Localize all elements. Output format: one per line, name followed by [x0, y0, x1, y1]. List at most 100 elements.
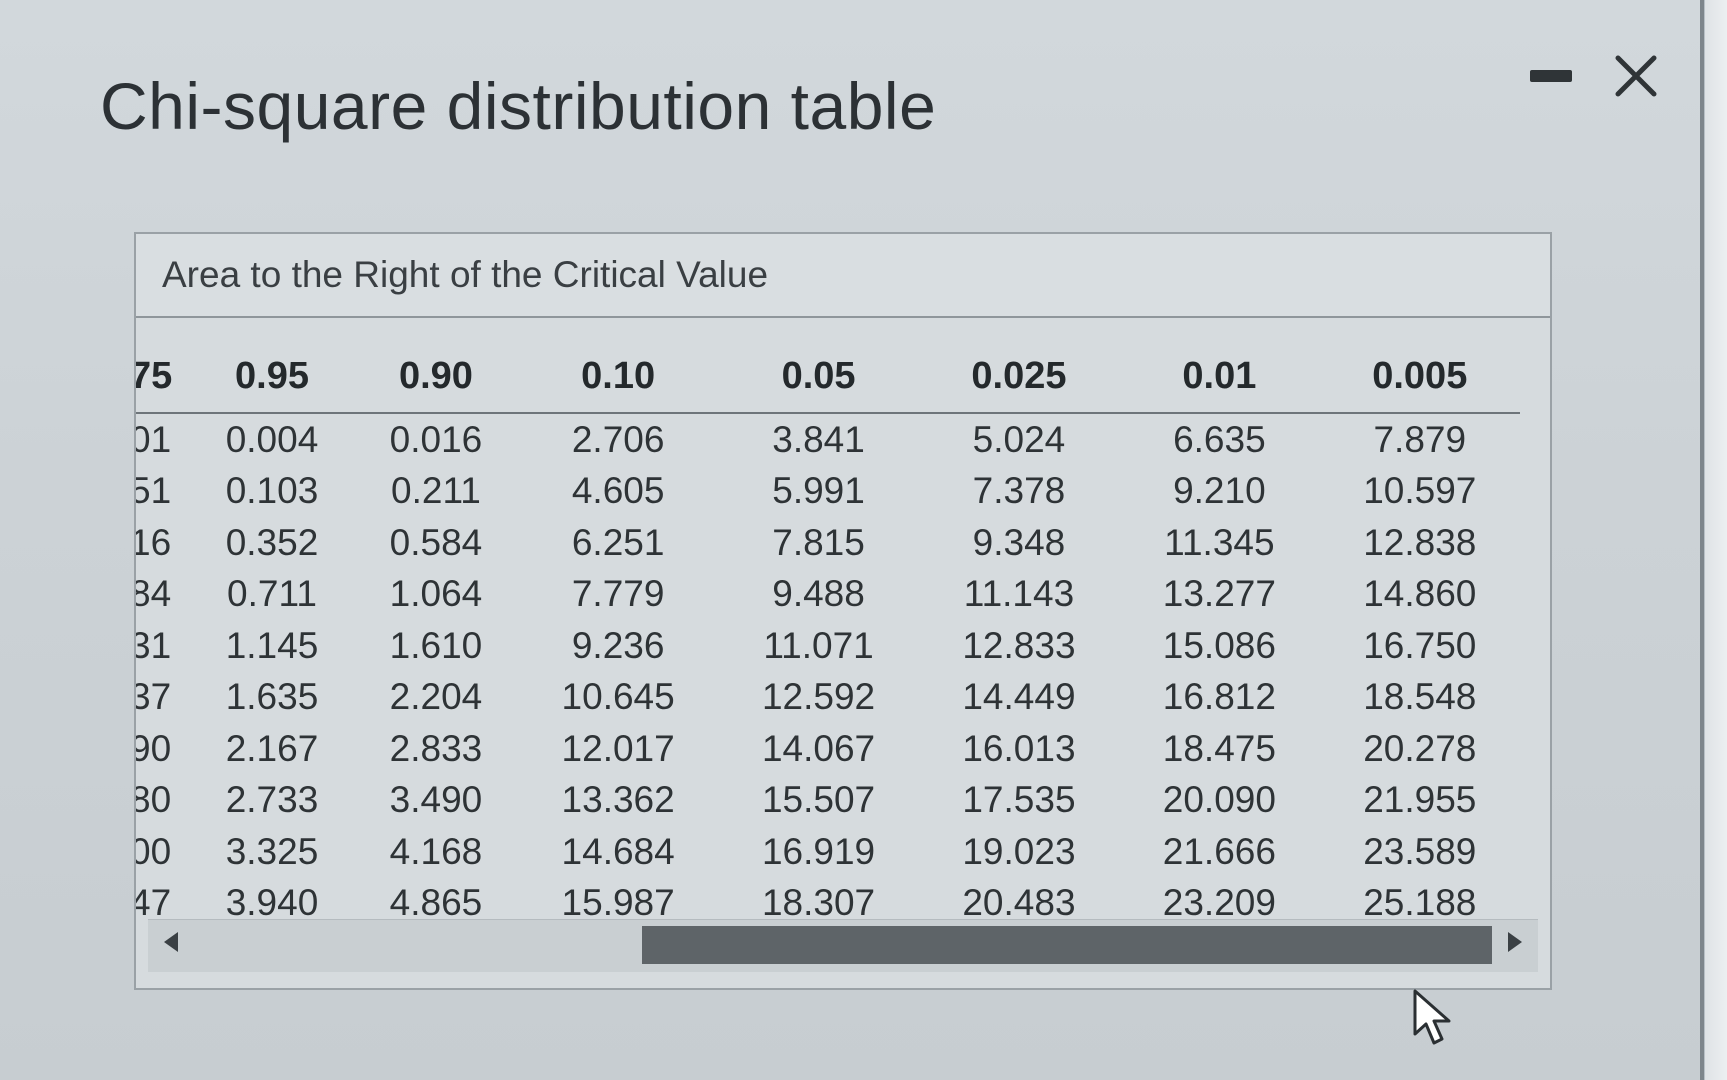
table-cell: 13.362 — [561, 779, 675, 821]
table-cell: 2.833 — [389, 727, 483, 769]
table-cell: 0.103 — [225, 470, 319, 512]
table-cell: 23.589 — [1363, 830, 1477, 872]
df-cell: 37 — [136, 676, 172, 718]
column-header: 0.95 — [190, 318, 354, 414]
background-window-edge — [1705, 0, 1727, 1080]
df-cell: 84 — [136, 573, 172, 615]
table-cell: 3.841 — [772, 418, 865, 460]
df-cell: 16 — [136, 521, 172, 563]
table-cell: 21.666 — [1162, 830, 1276, 872]
table-row: 31 1.145 1.610 9.236 11.071 12.833 15.086 16.75… — [136, 620, 1520, 672]
table-cell: 10.597 — [1363, 470, 1477, 512]
table-cell: 4.605 — [571, 470, 665, 512]
table-cell: 12.592 — [761, 676, 876, 718]
table-cell: 15.086 — [1162, 624, 1276, 666]
column-header: 0.01 — [1119, 318, 1320, 414]
table-cell: 2.706 — [571, 418, 665, 460]
table-cell: 12.838 — [1363, 521, 1477, 563]
df-cell: 00 — [136, 830, 172, 872]
table-cell: 1.064 — [389, 573, 483, 615]
table-row: 90 2.167 2.833 12.017 14.067 16.013 18.475 20.2… — [136, 723, 1520, 775]
table-cell: 12.833 — [962, 624, 1076, 666]
table-cell: 2.204 — [389, 676, 483, 718]
column-header: 0.90 — [353, 318, 518, 414]
scrollbar-thumb[interactable] — [642, 926, 1492, 964]
table-cell: 2.167 — [225, 727, 319, 769]
table-cell: 21.955 — [1363, 779, 1477, 821]
table-cell: 0.211 — [391, 470, 481, 512]
table-row: 01 0.004 0.016 2.706 3.841 5.024 6.635 7.879 — [136, 413, 1520, 466]
column-header: 0.025 — [918, 318, 1120, 414]
table-cell: 14.860 — [1363, 573, 1477, 615]
table-cell: 1.145 — [225, 624, 319, 666]
table-cell: 7.815 — [772, 521, 865, 563]
table-cell: 11.071 — [763, 624, 874, 666]
table-cell: 20.090 — [1162, 779, 1276, 821]
table-cell: 9.348 — [972, 521, 1066, 563]
minimize-icon[interactable] — [1530, 70, 1572, 82]
dialog-title: Chi-square distribution table — [100, 69, 937, 143]
column-header: 0.10 — [517, 318, 719, 414]
table-cell: 11.345 — [1164, 521, 1275, 563]
table-cell: 20.278 — [1363, 727, 1477, 769]
table-row: 00 3.325 4.168 14.684 16.919 19.023 21.666 23.5… — [136, 826, 1520, 878]
table-header-row: 75 0.95 0.90 0.10 0.05 0.025 0.01 0.005 — [136, 318, 1520, 414]
table-cell: 15.987 — [561, 882, 675, 918]
table-cell: 11.143 — [963, 573, 1075, 615]
table-cell: 9.488 — [772, 573, 865, 615]
table-cell: 16.812 — [1162, 676, 1276, 718]
table-cell: 6.251 — [571, 521, 665, 563]
table-cell: 14.067 — [761, 727, 876, 769]
table-cell: 0.711 — [227, 573, 317, 615]
table-cell: 6.635 — [1173, 418, 1266, 460]
table-cell: 9.210 — [1173, 470, 1266, 512]
table-row: 37 1.635 2.204 10.645 12.592 14.449 16.812 18.5… — [136, 672, 1520, 724]
table-cell: 13.277 — [1162, 573, 1276, 615]
chi-square-table: 75 0.95 0.90 0.10 0.05 0.025 0.01 0.005 01 0.004… — [136, 318, 1520, 918]
table-cell: 3.325 — [225, 830, 319, 872]
df-cell: 01 — [136, 418, 172, 460]
df-cell: 31 — [136, 624, 172, 666]
df-cell: 47 — [136, 882, 172, 918]
table-cell: 20.483 — [962, 882, 1076, 918]
table-cell: 18.307 — [761, 882, 876, 918]
table-cell: 15.507 — [761, 779, 876, 821]
table-row: 47 3.940 4.865 15.987 18.307 20.483 23.209 25.1… — [136, 878, 1520, 918]
df-cell: 90 — [136, 727, 172, 769]
horizontal-scrollbar[interactable] — [148, 919, 1538, 972]
df-column-header: 75 — [136, 318, 190, 414]
arrow-left-icon[interactable] — [164, 932, 178, 952]
table-cell: 1.610 — [389, 624, 483, 666]
table-cell: 17.535 — [962, 779, 1076, 821]
table-cell: 9.236 — [571, 624, 665, 666]
table-row: 51 0.103 0.211 4.605 5.991 7.378 9.210 10.597 — [136, 466, 1520, 518]
column-header: 0.05 — [718, 318, 919, 414]
arrow-right-icon[interactable] — [1508, 932, 1522, 952]
table-cell: 0.016 — [389, 418, 483, 460]
df-cell: 80 — [136, 779, 172, 821]
table-cell: 0.352 — [225, 521, 319, 563]
table-cell: 18.548 — [1363, 676, 1477, 718]
table-cell: 0.004 — [225, 418, 319, 460]
table-cell: 0.584 — [389, 521, 483, 563]
table-cell: 4.865 — [389, 882, 483, 918]
table-cell: 5.024 — [972, 418, 1066, 460]
table-cell: 7.779 — [571, 573, 665, 615]
table-cell: 10.645 — [561, 676, 675, 718]
table-row: 16 0.352 0.584 6.251 7.815 9.348 11.345 12.838 — [136, 517, 1520, 569]
table-cell: 19.023 — [962, 830, 1076, 872]
table-cell: 16.013 — [962, 727, 1076, 769]
table-scroll-area[interactable]: 75 0.95 0.90 0.10 0.05 0.025 0.01 0.005 01 0.004… — [136, 318, 1550, 918]
table-row: 80 2.733 3.490 13.362 15.507 17.535 20.090 21.9… — [136, 775, 1520, 827]
df-cell: 51 — [136, 470, 172, 512]
table-cell: 5.991 — [772, 470, 865, 512]
close-icon[interactable] — [1612, 52, 1660, 100]
table-cell: 14.684 — [561, 830, 675, 872]
table-cell: 7.378 — [972, 470, 1066, 512]
table-cell: 3.490 — [389, 779, 483, 821]
table-cell: 7.879 — [1373, 418, 1467, 460]
table-cell: 1.635 — [225, 676, 319, 718]
column-header: 0.005 — [1319, 318, 1520, 414]
distribution-table-panel: Area to the Right of the Critical Value … — [134, 232, 1552, 990]
table-cell: 16.750 — [1363, 624, 1477, 666]
